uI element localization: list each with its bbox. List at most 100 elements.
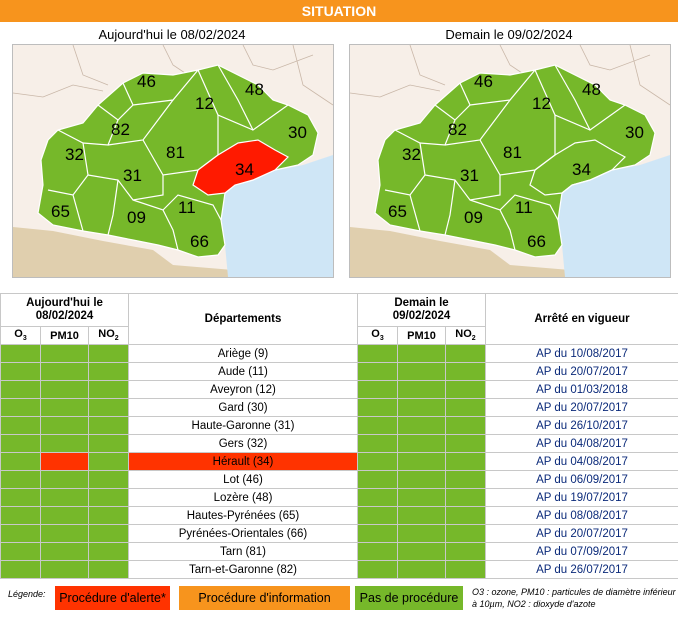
tomorrow-pm10-status: [397, 470, 446, 489]
tomorrow-pm10-status: [397, 560, 446, 579]
tomorrow-o3-status: [357, 344, 398, 363]
situation-banner: SITUATION: [0, 0, 678, 22]
department-name: Aveyron (12): [128, 380, 358, 399]
today-o3-status: [0, 452, 41, 471]
tomorrow-no2-status: [445, 560, 486, 579]
today-no2-status: [88, 506, 129, 525]
today-pm10-status: [40, 434, 89, 453]
today-no2-status: [88, 380, 129, 399]
today-o3-status: [0, 380, 41, 399]
svg-text:12: 12: [195, 94, 214, 113]
today-no2-status: [88, 452, 129, 471]
svg-text:11: 11: [178, 198, 196, 217]
svg-text:46: 46: [137, 72, 156, 91]
today-o3-status: [0, 488, 41, 507]
arrete-link[interactable]: AP du 06/09/2017: [485, 470, 678, 489]
tomorrow-o3-status: [357, 470, 398, 489]
department-name: Ariège (9): [128, 344, 358, 363]
tomorrow-o3-status: [357, 452, 398, 471]
tomorrow-pollutant-o3: O3: [357, 326, 398, 345]
department-name: Tarn-et-Garonne (82): [128, 560, 358, 579]
department-name: Gers (32): [128, 434, 358, 453]
svg-text:09: 09: [464, 208, 483, 227]
tomorrow-no2-status: [445, 344, 486, 363]
legend-note: O3 : ozone, PM10 : particules de diamètr…: [472, 587, 676, 609]
arrete-link[interactable]: AP du 08/08/2017: [485, 506, 678, 525]
arrete-link[interactable]: AP du 19/07/2017: [485, 488, 678, 507]
arrete-link[interactable]: AP du 26/10/2017: [485, 416, 678, 435]
svg-text:30: 30: [625, 123, 644, 142]
today-pm10-status: [40, 470, 89, 489]
tomorrow-pm10-status: [397, 398, 446, 417]
arrete-link[interactable]: AP du 20/07/2017: [485, 524, 678, 543]
table-row: Gard (30) AP du 20/07/2017: [0, 398, 678, 417]
svg-text:48: 48: [582, 80, 601, 99]
svg-text:46: 46: [474, 72, 493, 91]
table-row: Gers (32) AP du 04/08/2017: [0, 434, 678, 453]
today-pm10-status: [40, 542, 89, 561]
table-row: Tarn-et-Garonne (82) AP du 26/07/2017: [0, 560, 678, 579]
tomorrow-o3-status: [357, 416, 398, 435]
today-o3-status: [0, 344, 41, 363]
today-o3-status: [0, 434, 41, 453]
today-pm10-status: [40, 416, 89, 435]
arrete-link[interactable]: AP du 10/08/2017: [485, 344, 678, 363]
today-pollutant-no2: NO2: [88, 326, 129, 345]
today-pollutant-o3: O3: [0, 326, 41, 345]
today-no2-status: [88, 416, 129, 435]
svg-text:66: 66: [190, 232, 209, 251]
today-o3-status: [0, 560, 41, 579]
tomorrow-pm10-status: [397, 542, 446, 561]
tomorrow-pm10-status: [397, 362, 446, 381]
map-today-title: Aujourd'hui le 08/02/2024: [98, 27, 246, 42]
arrete-link[interactable]: AP du 04/08/2017: [485, 452, 678, 471]
tomorrow-o3-status: [357, 542, 398, 561]
tomorrow-no2-status: [445, 506, 486, 525]
today-no2-status: [88, 470, 129, 489]
svg-text:34: 34: [572, 160, 591, 179]
legend-none: Pas de procédure: [355, 586, 463, 610]
today-pm10-status: [40, 452, 89, 471]
svg-text:81: 81: [503, 143, 522, 162]
department-name: Lot (46): [128, 470, 358, 489]
tomorrow-pm10-status: [397, 488, 446, 507]
arrete-link[interactable]: AP du 20/07/2017: [485, 362, 678, 381]
svg-text:11: 11: [515, 198, 533, 217]
today-pollutant-pm10: PM10: [40, 326, 89, 345]
tomorrow-pollutant-no2: NO2: [445, 326, 486, 345]
tomorrow-pm10-status: [397, 524, 446, 543]
today-no2-status: [88, 362, 129, 381]
arrete-header: Arrêté en vigueur: [485, 293, 678, 345]
today-no2-status: [88, 344, 129, 363]
svg-text:65: 65: [388, 202, 407, 221]
tomorrow-o3-status: [357, 560, 398, 579]
tomorrow-no2-status: [445, 488, 486, 507]
situation-table: Aujourd'hui le 08/02/2024 Départements D…: [0, 293, 678, 579]
department-name: Pyrénées-Orientales (66): [128, 524, 358, 543]
today-pm10-status: [40, 488, 89, 507]
arrete-link[interactable]: AP du 20/07/2017: [485, 398, 678, 417]
arrete-link[interactable]: AP du 01/03/2018: [485, 380, 678, 399]
table-row: Tarn (81) AP du 07/09/2017: [0, 542, 678, 561]
today-o3-status: [0, 416, 41, 435]
today-pm10-status: [40, 362, 89, 381]
svg-text:30: 30: [288, 123, 307, 142]
tomorrow-o3-status: [357, 488, 398, 507]
today-no2-status: [88, 434, 129, 453]
map-tomorrow-title: Demain le 09/02/2024: [445, 27, 573, 42]
department-name: Hautes-Pyrénées (65): [128, 506, 358, 525]
arrete-link[interactable]: AP du 07/09/2017: [485, 542, 678, 561]
svg-text:34: 34: [235, 160, 254, 179]
map-today: 46 48 12 82 30 32 81 34 31 65 09 11 66: [12, 44, 334, 278]
svg-text:09: 09: [127, 208, 146, 227]
today-no2-status: [88, 560, 129, 579]
tomorrow-header: Demain le 09/02/2024: [357, 293, 486, 327]
tomorrow-no2-status: [445, 434, 486, 453]
tomorrow-o3-status: [357, 380, 398, 399]
department-name: Hérault (34): [128, 452, 358, 471]
table-row: Hérault (34) AP du 04/08/2017: [0, 452, 678, 471]
arrete-link[interactable]: AP du 26/07/2017: [485, 560, 678, 579]
arrete-link[interactable]: AP du 04/08/2017: [485, 434, 678, 453]
today-no2-status: [88, 488, 129, 507]
today-no2-status: [88, 398, 129, 417]
